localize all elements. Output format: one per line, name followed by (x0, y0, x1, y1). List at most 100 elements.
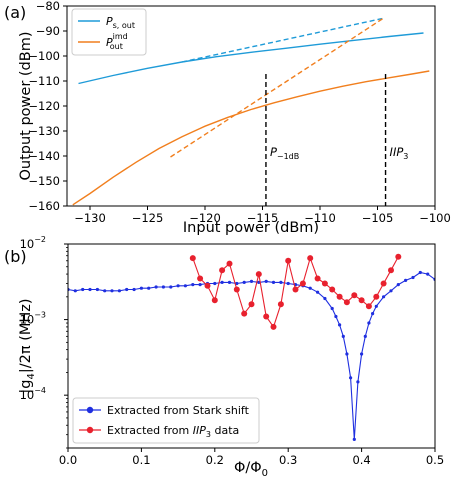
panel-b-y-axis-label: |g4|/2π (MHz) (18, 298, 37, 393)
panel-b-point-0 (125, 287, 129, 292)
panel-a-y-tick-label: −140 (28, 149, 60, 163)
panel-b-x-axis-label: Φ/Φ0 (234, 460, 268, 479)
panel-b-point-0 (95, 287, 99, 292)
marker-label-0: P−1dB (270, 145, 299, 161)
panel-b-point-1 (314, 275, 321, 282)
panel-b-point-0 (341, 334, 345, 338)
panel-b-point-0 (338, 323, 342, 327)
panel-b-point-1 (277, 301, 284, 308)
panel-b-x-tick-label: 0.4 (352, 453, 370, 467)
panel-a-series-3 (170, 17, 384, 158)
panel-b-point-1 (197, 275, 204, 282)
panel-a-y-tick-label: −150 (28, 174, 60, 188)
panel-b-point-1 (321, 280, 328, 287)
panel-b-point-0 (264, 279, 268, 283)
panel-b-point-1 (329, 286, 336, 293)
panel-b-point-0 (352, 437, 356, 441)
panel-b-point-0 (249, 279, 254, 283)
panel-b-point-0 (367, 321, 371, 325)
panel-b-point-0 (88, 287, 92, 292)
panel-b-point-1 (263, 313, 270, 320)
panel-b-legend: Extracted from Stark shift Extracted fro… (72, 397, 260, 444)
panel-b-point-0 (404, 278, 408, 282)
panel-a-series-2 (72, 70, 430, 206)
panel-b-point-0 (360, 352, 364, 356)
panel-b-point-0 (242, 280, 246, 284)
panel-b-point-1 (219, 267, 226, 274)
legend-label-stark: Extracted from Stark shift (107, 404, 250, 417)
panel-b-point-1 (380, 280, 387, 287)
panel-b-point-1 (365, 303, 372, 310)
panel-b-point-0 (316, 290, 320, 294)
panel-b-point-1 (255, 271, 262, 278)
panel-b-point-0 (356, 380, 360, 384)
panel-a-y-tick-label: −110 (28, 74, 60, 88)
panel-b: (b) 0.0 0.1 0.2 0.3 0.4 0.5 10−4 10−3 10−2 Φ/Φ0… (4, 235, 444, 479)
panel-a-y-tick-label: −80 (36, 0, 60, 13)
panel-b-y-tick-label: 10−4 (20, 386, 46, 402)
panel-a: (a) P−1dB IIP3 −130 −125 −120 −115 −110 −105 −1… (4, 0, 451, 236)
panel-b-point-1 (189, 255, 196, 262)
legend-marker-iip3 (86, 426, 94, 434)
panel-b-point-0 (147, 286, 151, 290)
panel-b-point-0 (418, 270, 422, 275)
panel-b-point-0 (279, 280, 283, 284)
panel-b-point-0 (169, 285, 173, 289)
panel-b-point-0 (161, 285, 165, 289)
panel-a-y-axis-label: Output power (dBm) (18, 32, 34, 181)
panel-b-point-0 (117, 289, 121, 293)
panel-b-point-1 (233, 286, 240, 293)
legend-label-iip3: Extracted from IIP3 data (107, 424, 239, 439)
panel-b-point-0 (139, 286, 143, 290)
panel-a-series-1 (181, 17, 384, 63)
panel-b-point-0 (363, 334, 367, 338)
panel-b-point-0 (227, 280, 232, 284)
panel-b-point-0 (345, 352, 349, 356)
panel-b-point-0 (176, 284, 180, 288)
panel-a-x-tick-label: −130 (74, 211, 106, 225)
panel-a-label: (a) (4, 3, 26, 22)
panel-b-point-1 (373, 293, 380, 300)
panel-b-point-0 (103, 289, 107, 293)
panel-b-point-1 (343, 299, 350, 306)
panel-a-y-tick-label: −100 (28, 49, 60, 63)
panel-b-point-0 (334, 314, 338, 319)
panel-a-legend: Ps, out Pimd out (71, 8, 147, 56)
panel-b-point-1 (285, 257, 292, 264)
panel-b-point-0 (235, 281, 239, 286)
panel-b-point-0 (110, 289, 114, 293)
panel-b-point-1 (336, 293, 343, 300)
panel-b-point-0 (323, 296, 327, 301)
panel-a-y-tick-label: −130 (28, 124, 60, 138)
panel-a-x-tick-label: −120 (189, 211, 221, 225)
panel-b-point-1 (299, 280, 306, 287)
panel-b-x-tick-label: 0.5 (426, 453, 444, 467)
panel-a-x-axis-label: Input power (dBm) (183, 220, 319, 236)
panel-b-point-0 (220, 280, 224, 284)
panel-b-point-0 (213, 281, 217, 286)
panel-b-x-tick-label: 0.1 (132, 453, 150, 467)
panel-b-point-1 (388, 267, 394, 274)
panel-b-point-0 (154, 285, 158, 289)
panel-b-point-0 (271, 280, 276, 284)
panel-b-y-tick-label: 10−2 (20, 235, 46, 251)
panel-b-point-1 (241, 310, 248, 317)
panel-b-label: (b) (4, 247, 27, 266)
panel-b-axes-frame (67, 243, 436, 449)
panel-b-point-1 (270, 323, 277, 330)
panel-b-point-1 (226, 260, 233, 267)
panel-b-point-0 (191, 283, 195, 287)
legend-label-signal: Ps, out (106, 15, 135, 30)
panel-b-point-0 (132, 287, 136, 292)
panel-a-y-tick-label: −160 (28, 199, 60, 213)
panel-b-point-1 (204, 282, 211, 289)
panel-b-point-1 (395, 253, 402, 260)
panel-b-point-0 (382, 295, 386, 299)
panel-b-point-0 (183, 284, 187, 288)
panel-b-point-0 (286, 281, 290, 286)
panel-a-x-tick-label: −110 (304, 211, 336, 225)
panel-a-y-tick-label: −120 (28, 99, 60, 113)
marker-label-1: IIP3 (390, 145, 409, 161)
panel-b-point-0 (426, 272, 430, 276)
